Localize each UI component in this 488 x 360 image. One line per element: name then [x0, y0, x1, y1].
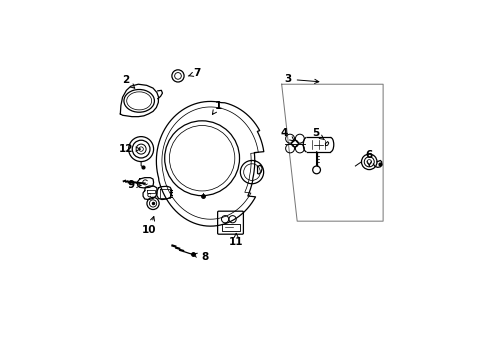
Text: 3: 3	[284, 74, 318, 84]
Text: 4: 4	[280, 128, 293, 141]
Text: 9: 9	[127, 180, 141, 190]
Text: 6: 6	[365, 150, 372, 166]
Text: 8: 8	[192, 252, 208, 262]
Text: 2: 2	[122, 75, 135, 88]
Text: 10: 10	[142, 216, 156, 235]
Text: 1: 1	[212, 100, 222, 114]
Text: 5: 5	[311, 128, 324, 140]
Text: 11: 11	[228, 233, 243, 247]
Text: 7: 7	[188, 68, 201, 78]
Text: 12: 12	[119, 144, 140, 154]
